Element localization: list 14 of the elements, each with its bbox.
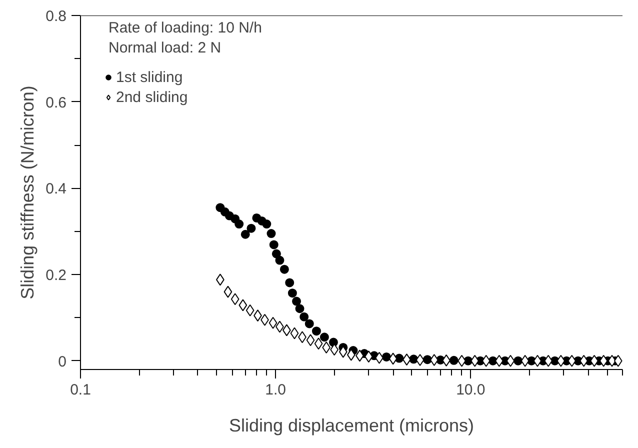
y-tick-label: 0.2: [46, 267, 67, 284]
y-axis-title: Sliding stiffness (N/micron): [18, 86, 38, 300]
x-tick-label: 1.0: [265, 382, 286, 398]
y-tick-label: 0.4: [46, 180, 67, 198]
y-tick-label: 0: [58, 353, 66, 370]
annotation: Normal load: 2 N: [108, 40, 222, 56]
annotation: Rate of loading: 10 N/h: [108, 20, 262, 36]
y-tick-label: 0.6: [46, 94, 67, 112]
legend-label: 2nd sliding: [116, 88, 188, 106]
x-axis-title: Sliding displacement (microns): [228, 416, 474, 436]
legend-label: 1st sliding: [116, 68, 183, 86]
x-tick-label: 10.0: [456, 382, 486, 398]
x-tick-label: 0.1: [70, 382, 91, 398]
y-tick-label: 0.8: [46, 8, 67, 25]
